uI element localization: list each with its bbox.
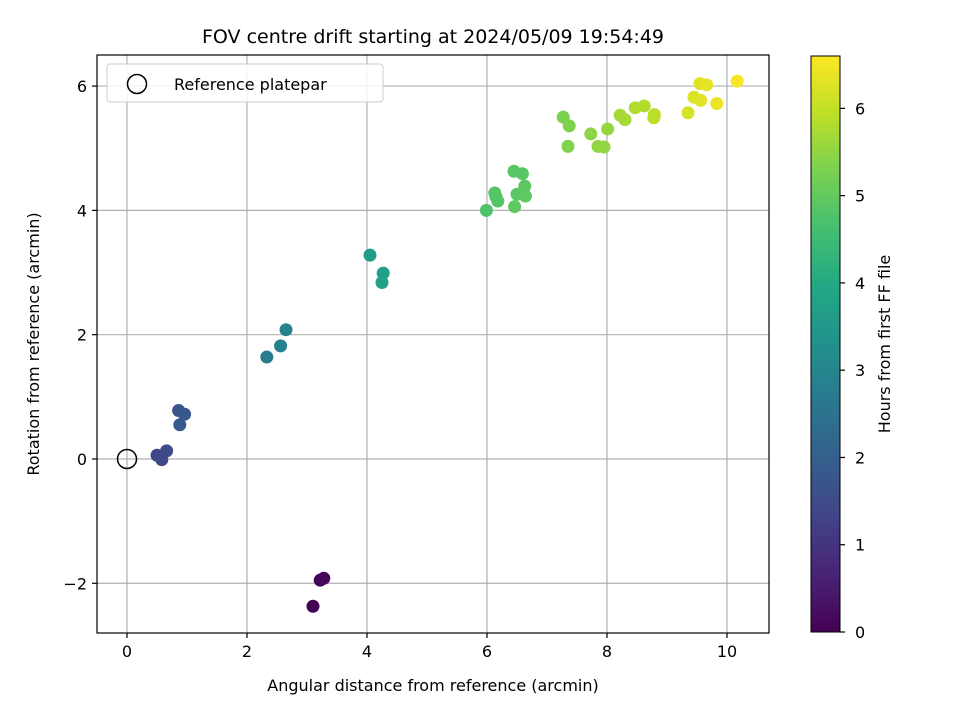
legend-marker-icon	[126, 73, 148, 95]
y-tick-label: 0	[77, 450, 87, 469]
data-point	[681, 106, 695, 120]
data-point	[518, 179, 532, 193]
data-point	[647, 111, 661, 125]
reference-point-marker	[116, 448, 138, 470]
x-tick-label: 2	[242, 642, 252, 661]
data-point	[489, 190, 503, 204]
colorbar-tick-label: 4	[855, 274, 865, 293]
data-point	[561, 139, 575, 153]
colorbar-tick-label: 6	[855, 99, 865, 118]
x-tick-label: 4	[362, 642, 372, 661]
x-axis-label: Angular distance from reference (arcmin)	[267, 676, 598, 695]
data-point	[160, 444, 174, 458]
colorbar-label: Hours from first FF file	[875, 255, 894, 434]
y-tick-label: 4	[77, 201, 87, 220]
colorbar-tick-label: 5	[855, 187, 865, 206]
data-point	[178, 407, 192, 421]
x-tick-label: 8	[602, 642, 612, 661]
colorbar-gradient	[810, 55, 841, 633]
data-point	[274, 339, 288, 353]
x-axis-ticks: 0 2 4 6 8 10	[122, 633, 737, 661]
colorbar-tick-label: 3	[855, 361, 865, 380]
y-axis-label: Rotation from reference (arcmin)	[24, 212, 43, 475]
data-point	[700, 78, 714, 92]
data-point	[306, 599, 320, 613]
legend: Reference platepar	[106, 63, 384, 103]
y-tick-label: 2	[77, 326, 87, 345]
data-point	[515, 167, 529, 181]
data-point	[508, 200, 522, 214]
data-point	[518, 189, 532, 203]
data-point	[584, 127, 598, 141]
data-point	[479, 203, 493, 217]
data-point	[375, 275, 389, 289]
data-point	[562, 119, 576, 133]
colorbar: 0 1 2 3 4 5 6 Hours from first FF file	[810, 55, 894, 642]
legend-box	[106, 63, 384, 103]
data-point	[279, 323, 293, 337]
plot-frame	[96, 54, 770, 634]
data-point	[597, 140, 611, 154]
reference-marker-group	[116, 448, 138, 470]
data-points	[150, 74, 744, 613]
x-tick-label: 6	[482, 642, 492, 661]
colorbar-tick-label: 0	[855, 623, 865, 642]
colorbar-ticks: 0 1 2 3 4 5 6	[840, 99, 865, 642]
data-point	[317, 571, 331, 585]
data-point	[173, 418, 187, 432]
grid-lines	[97, 55, 769, 633]
y-axis-ticks: −2 0 2 4 6	[63, 77, 97, 593]
data-point	[730, 74, 744, 88]
chart-title: FOV centre drift starting at 2024/05/09 …	[202, 26, 664, 48]
data-point	[694, 93, 708, 107]
colorbar-tick-label: 1	[855, 536, 865, 555]
y-tick-label: 6	[77, 77, 87, 96]
y-tick-label: −2	[63, 574, 87, 593]
data-point	[710, 96, 724, 110]
data-point	[637, 99, 651, 113]
data-point	[363, 248, 377, 262]
colorbar-tick-label: 2	[855, 448, 865, 467]
x-tick-label: 10	[717, 642, 737, 661]
x-tick-label: 0	[122, 642, 132, 661]
data-point	[260, 350, 274, 364]
legend-label: Reference platepar	[174, 75, 327, 94]
data-point	[618, 113, 632, 127]
data-point	[601, 122, 615, 136]
